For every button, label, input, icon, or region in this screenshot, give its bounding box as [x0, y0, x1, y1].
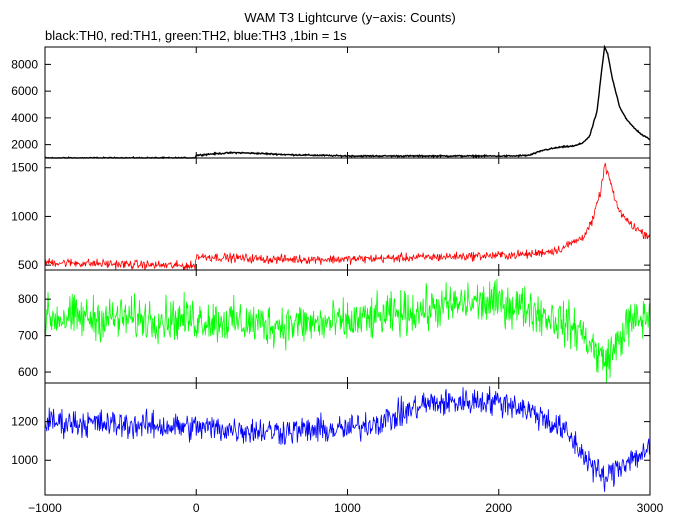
panels-group: 2000 4000 6000 8000 500 1000 1500 600 700 800 1000…	[11, 44, 651, 496]
y-tick-label: 1500	[11, 161, 38, 175]
series-line-TH3	[44, 386, 651, 492]
x-tick-label: 1000	[334, 501, 361, 515]
x-tick-label: −1000	[28, 501, 62, 515]
series-line-TH1	[44, 162, 651, 271]
x-tick-label: 3000	[637, 501, 664, 515]
chart-title: WAM T3 Lightcurve (y−axis: Counts)	[244, 10, 455, 25]
chart-subtitle: black:TH0, red:TH1, green:TH2, blue:TH3 …	[45, 28, 347, 43]
series-line-TH2	[44, 278, 651, 384]
panel-frame	[44, 46, 651, 159]
y-tick-label: 1200	[11, 415, 38, 429]
panel-frame	[44, 157, 651, 271]
y-tick-label: 500	[18, 258, 38, 272]
y-tick-label: 2000	[11, 138, 38, 152]
panel-TH2: 600 700 800	[18, 269, 651, 384]
y-tick-label: 4000	[11, 111, 38, 125]
x-tick-label: 0	[193, 501, 200, 515]
panel-TH3: 1000 1200	[11, 382, 651, 496]
y-tick-label: 700	[18, 329, 38, 343]
y-tick-label: 1000	[11, 209, 38, 223]
y-tick-label: 800	[18, 292, 38, 306]
y-tick-label: 8000	[11, 57, 38, 71]
x-tick-label: 2000	[485, 501, 512, 515]
y-tick-label: 6000	[11, 84, 38, 98]
x-axis: −1000 0 1000 2000 3000	[28, 501, 664, 515]
panel-frame	[44, 382, 651, 496]
y-tick-label: 600	[18, 365, 38, 379]
panel-TH1: 500 1000 1500	[11, 157, 651, 272]
panel-TH0: 2000 4000 6000 8000	[11, 44, 651, 160]
y-tick-label: 1000	[11, 453, 38, 467]
series-line-TH0	[44, 44, 651, 160]
